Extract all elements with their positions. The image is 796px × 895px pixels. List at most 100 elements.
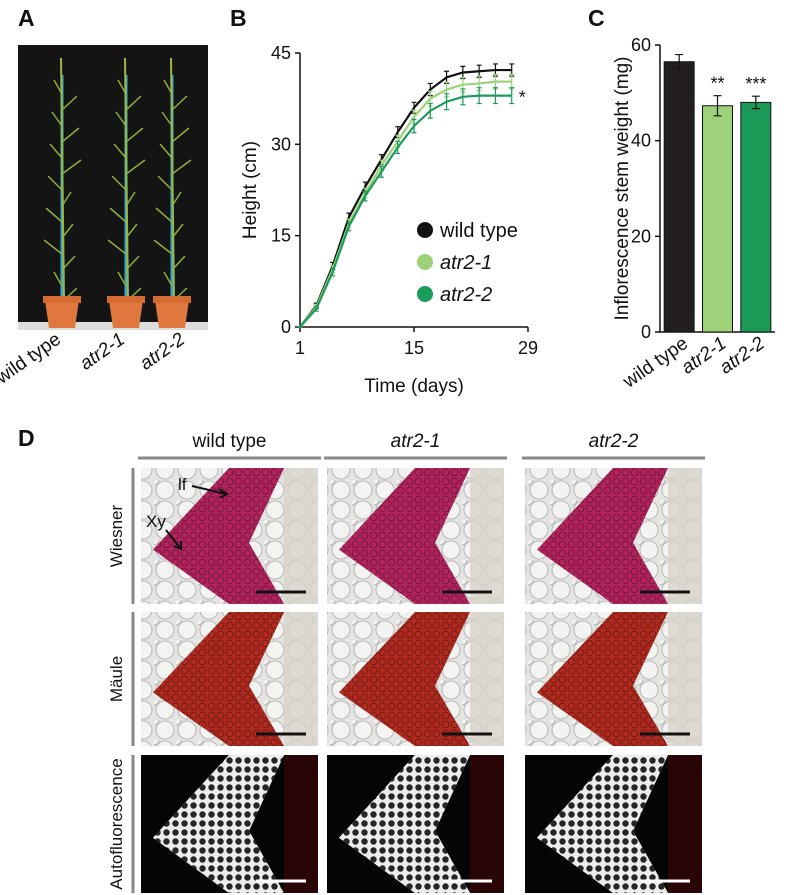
branch bbox=[111, 175, 127, 191]
x-axis-label: Time (days) bbox=[364, 376, 464, 397]
error-bar bbox=[411, 118, 417, 134]
error-bar bbox=[362, 190, 368, 202]
x-tick-label: atr2-2 bbox=[716, 333, 769, 379]
plant-label: atr2-1 bbox=[76, 329, 129, 375]
cortex bbox=[470, 468, 504, 604]
y-tick-label: 15 bbox=[271, 226, 291, 246]
significance: * bbox=[519, 88, 526, 108]
branch bbox=[125, 127, 144, 143]
error-bar bbox=[675, 53, 684, 70]
panel-label: B bbox=[230, 5, 247, 31]
y-tick-label: 40 bbox=[631, 131, 651, 151]
cortex bbox=[284, 755, 318, 893]
bar bbox=[740, 101, 772, 333]
bar bbox=[663, 61, 695, 333]
y-axis-label: Height (cm) bbox=[240, 141, 261, 239]
cortex bbox=[470, 612, 504, 746]
branch bbox=[171, 95, 188, 111]
error-bar bbox=[476, 87, 482, 105]
branch bbox=[61, 127, 80, 143]
panel-label: C bbox=[588, 5, 605, 31]
branch bbox=[125, 95, 142, 111]
row-label: Wiesner bbox=[107, 504, 126, 567]
xylem-cells bbox=[537, 468, 668, 604]
plant-label: atr2-2 bbox=[136, 329, 189, 375]
arrow bbox=[191, 485, 229, 499]
xylem-cells bbox=[339, 612, 470, 746]
branch bbox=[113, 143, 127, 159]
y-tick-label: 30 bbox=[271, 134, 291, 154]
branch bbox=[153, 239, 173, 255]
pot bbox=[155, 300, 189, 328]
row-label: Mäule bbox=[107, 656, 126, 702]
x-tick-label: 29 bbox=[518, 338, 538, 358]
error-bar bbox=[427, 102, 433, 119]
pot-rim bbox=[43, 296, 81, 303]
error-bar bbox=[444, 93, 450, 111]
y-axis-label: Inflorescence stem weight (mg) bbox=[612, 57, 633, 321]
cortex bbox=[668, 612, 702, 746]
branch bbox=[49, 143, 63, 159]
panel-label: A bbox=[18, 5, 35, 31]
branch bbox=[109, 207, 127, 223]
error-bar bbox=[492, 87, 498, 105]
y-tick-label: 20 bbox=[631, 226, 651, 246]
significance: *** bbox=[745, 74, 766, 94]
branch bbox=[51, 111, 63, 127]
line bbox=[299, 68, 512, 328]
xylem-cells bbox=[537, 612, 668, 746]
bar bbox=[702, 105, 733, 333]
xylem-cells bbox=[537, 755, 668, 893]
legend-marker bbox=[417, 286, 433, 302]
plant-photo bbox=[18, 45, 208, 330]
branch bbox=[43, 239, 63, 255]
panel-label: D bbox=[18, 425, 35, 451]
branch bbox=[61, 95, 78, 111]
branch bbox=[53, 271, 63, 287]
annotation: Xy bbox=[146, 512, 166, 531]
cortex bbox=[284, 612, 318, 746]
stem bbox=[124, 57, 129, 301]
plant-label: wild type bbox=[0, 329, 65, 389]
error-bar bbox=[509, 87, 515, 105]
branch bbox=[45, 207, 63, 223]
stem bbox=[170, 57, 175, 301]
cortex bbox=[668, 755, 702, 893]
x-tick-label: 15 bbox=[404, 338, 424, 358]
error-bar bbox=[346, 221, 352, 232]
xylem-cells bbox=[153, 755, 284, 893]
branch bbox=[161, 111, 173, 127]
branch bbox=[115, 111, 127, 127]
branch bbox=[159, 143, 173, 159]
error-bar bbox=[713, 95, 722, 117]
column-header: wild type bbox=[192, 431, 267, 452]
branch bbox=[171, 127, 190, 143]
legend-marker bbox=[417, 254, 433, 270]
column-header: atr2-2 bbox=[589, 431, 639, 452]
error-bar bbox=[460, 88, 466, 106]
micrograph-panel: wild type atr2-1 atr2-2 Wiesner Mäule Autoflu… bbox=[107, 431, 705, 893]
xylem-cells bbox=[153, 612, 284, 746]
error-bar bbox=[378, 165, 384, 178]
annotation: lf bbox=[178, 475, 187, 494]
branch bbox=[47, 175, 63, 191]
y-tick-label: 60 bbox=[631, 35, 651, 55]
row-label: Autofluorescence bbox=[107, 758, 126, 889]
cortex bbox=[668, 468, 702, 604]
legend-marker bbox=[417, 222, 433, 238]
y-tick-label: 45 bbox=[271, 43, 291, 63]
cortex bbox=[284, 468, 318, 604]
xylem-cells bbox=[153, 468, 284, 604]
y-tick-label: 0 bbox=[641, 322, 651, 342]
pot bbox=[109, 300, 143, 328]
error-bar bbox=[313, 305, 319, 312]
column-header: atr2-1 bbox=[391, 431, 441, 452]
branch bbox=[107, 239, 127, 255]
pot-rim bbox=[107, 296, 145, 303]
error-bar bbox=[395, 140, 401, 155]
y-tick-label: 0 bbox=[281, 317, 291, 337]
cortex bbox=[470, 755, 504, 893]
error-bar bbox=[330, 267, 336, 277]
branch bbox=[117, 271, 127, 287]
